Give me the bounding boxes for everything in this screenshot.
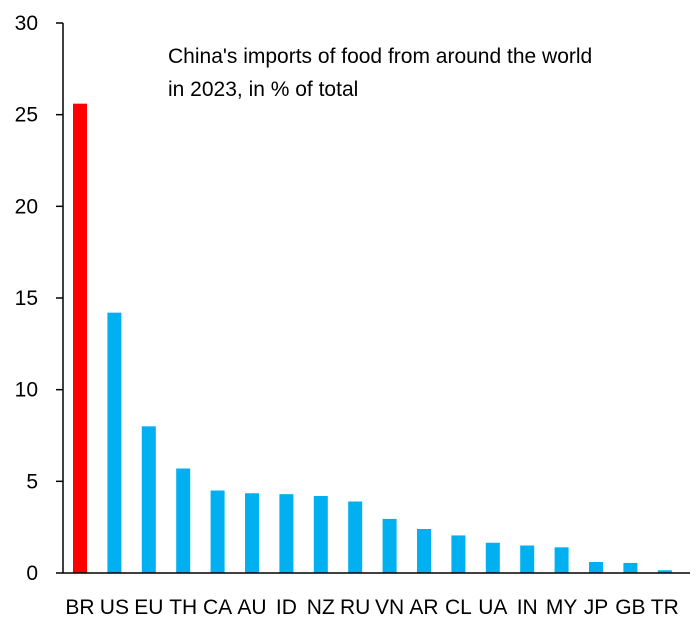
bar-in bbox=[520, 545, 535, 573]
bar-tr bbox=[657, 570, 672, 573]
bars bbox=[73, 103, 672, 574]
bar-id bbox=[279, 494, 294, 573]
y-tick-label-30: 30 bbox=[15, 12, 38, 35]
x-label-id: ID bbox=[276, 596, 297, 619]
chart-title-line-2: in 2023, in % of total bbox=[168, 78, 358, 101]
x-label-vn: VN bbox=[375, 596, 404, 619]
x-label-au: AU bbox=[237, 596, 266, 619]
y-tick-label-10: 10 bbox=[15, 379, 38, 402]
x-label-gb: GB bbox=[615, 596, 645, 619]
bar-my bbox=[554, 547, 569, 573]
y-tick-label-20: 20 bbox=[15, 195, 38, 218]
x-axis-labels: BR US EU TH CA AU ID NZ RU VN AR CL UA IN MY JP GB TR bbox=[65, 596, 678, 619]
x-label-ca: CA bbox=[203, 596, 232, 619]
bar-ru bbox=[348, 501, 363, 573]
y-tick-label-0: 0 bbox=[26, 562, 38, 585]
x-label-ar: AR bbox=[409, 596, 438, 619]
y-tick-label-25: 25 bbox=[15, 104, 38, 127]
x-label-my: MY bbox=[546, 596, 578, 619]
bar-nz bbox=[313, 496, 328, 573]
bar-vn bbox=[382, 518, 397, 573]
bar-br bbox=[73, 103, 87, 574]
x-label-jp: JP bbox=[584, 596, 609, 619]
x-label-br: BR bbox=[65, 596, 94, 619]
bar-cl bbox=[451, 535, 466, 573]
bar-gb bbox=[623, 562, 638, 573]
bar-au bbox=[245, 493, 259, 573]
bar-jp bbox=[589, 562, 603, 573]
x-label-ua: UA bbox=[478, 596, 507, 619]
x-label-nz: NZ bbox=[307, 596, 335, 619]
bar-us bbox=[107, 312, 122, 573]
bar-ar bbox=[417, 529, 431, 573]
bar-th bbox=[176, 468, 191, 573]
x-label-cl: CL bbox=[445, 596, 472, 619]
x-label-tr: TR bbox=[651, 596, 679, 619]
x-label-in: IN bbox=[517, 596, 538, 619]
y-axis-ticks: 0 5 10 15 20 25 30 bbox=[15, 12, 63, 585]
x-label-ru: RU bbox=[340, 596, 370, 619]
y-tick-label-15: 15 bbox=[15, 287, 38, 310]
x-label-us: US bbox=[100, 596, 129, 619]
x-label-eu: EU bbox=[134, 596, 163, 619]
x-label-th: TH bbox=[169, 596, 197, 619]
y-tick-label-5: 5 bbox=[26, 470, 38, 493]
bar-ua bbox=[485, 542, 500, 573]
bar-ca bbox=[210, 490, 225, 573]
chart-title-line-1: China's imports of food from around the … bbox=[168, 45, 592, 68]
bar-eu bbox=[141, 426, 156, 573]
